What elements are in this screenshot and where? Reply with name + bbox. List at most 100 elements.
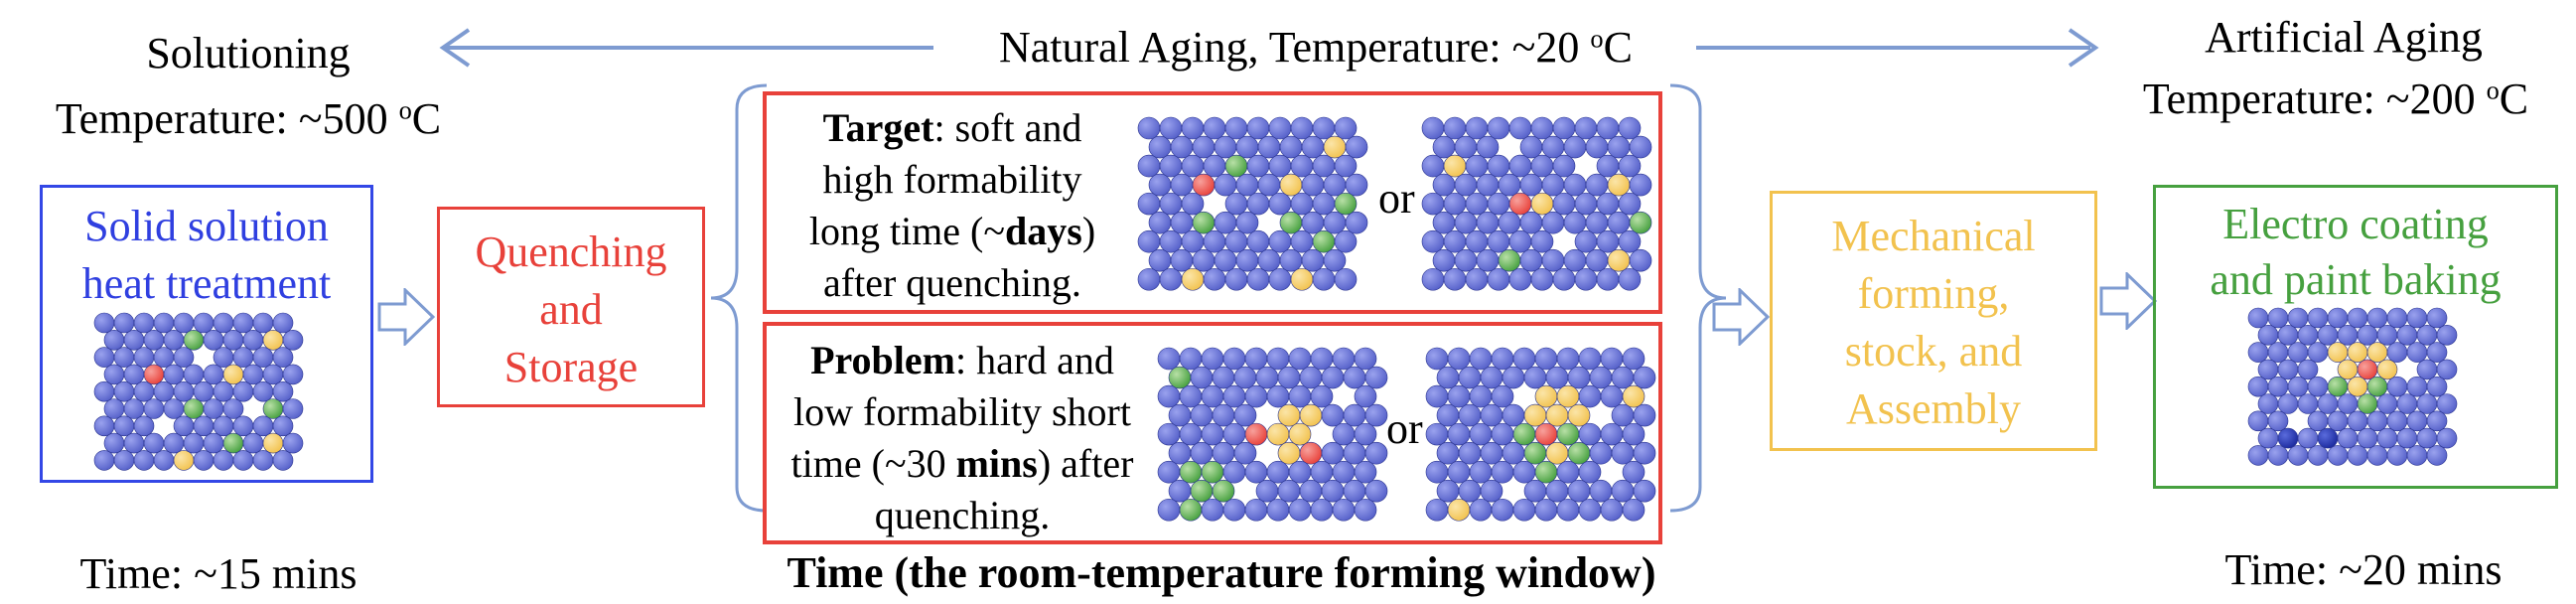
problem-line2: low formability short — [793, 389, 1131, 434]
matrix-atom — [1148, 135, 1172, 159]
lattice-problem-b — [1425, 347, 1656, 522]
matrix-atom — [1321, 366, 1345, 389]
matrix-atom — [2357, 427, 2378, 449]
matrix-atom — [1159, 154, 1183, 178]
matrix-atom — [1596, 154, 1620, 178]
solute-atom — [1179, 498, 1203, 522]
matrix-atom — [1181, 116, 1205, 140]
matrix-atom — [1556, 347, 1580, 371]
matrix-atom — [1268, 229, 1292, 253]
matrix-atom — [1458, 479, 1482, 503]
matrix-atom — [1491, 460, 1514, 484]
matrix-atom — [1574, 192, 1598, 216]
solute-atom — [1512, 422, 1536, 446]
matrix-atom — [1170, 173, 1194, 197]
matrix-atom — [1552, 116, 1576, 140]
lattice-target-b — [1421, 116, 1652, 291]
matrix-atom — [2386, 376, 2408, 397]
solute-atom — [2357, 359, 2378, 380]
matrix-atom — [163, 398, 185, 419]
matrix-atom — [163, 432, 185, 454]
solute-atom — [1190, 479, 1214, 503]
matrix-atom — [1334, 116, 1358, 140]
matrix-atom — [1508, 154, 1532, 178]
matrix-atom — [1159, 267, 1183, 291]
matrix-atom — [153, 450, 175, 471]
forming-window-caption: Time (the room-temperature forming windo… — [787, 548, 1656, 597]
matrix-atom — [1288, 460, 1312, 484]
matrix-atom — [1343, 366, 1366, 389]
matrix-atom — [1268, 116, 1292, 140]
matrix-atom — [1600, 422, 1624, 446]
matrix-atom — [1607, 135, 1631, 159]
matrix-atom — [2406, 410, 2428, 432]
matrix-atom — [113, 415, 135, 437]
matrix-atom — [1425, 347, 1449, 371]
matrix-atom — [1618, 192, 1642, 216]
matrix-atom — [1290, 154, 1314, 178]
matrix-atom — [1465, 154, 1489, 178]
solute-atom — [1224, 154, 1248, 178]
matrix-atom — [123, 432, 145, 454]
matrix-atom — [1600, 498, 1624, 522]
matrix-atom — [1170, 211, 1194, 234]
matrix-atom — [1567, 479, 1591, 503]
matrix-atom — [1585, 211, 1609, 234]
matrix-atom — [1622, 422, 1646, 446]
matrix-atom — [2436, 427, 2458, 449]
matrix-atom — [272, 347, 294, 368]
matrix-atom — [2327, 307, 2349, 329]
matrix-atom — [153, 312, 175, 334]
matrix-atom — [1622, 460, 1646, 484]
matrix-atom — [2247, 342, 2269, 363]
matrix-atom — [1233, 366, 1257, 389]
matrix-atom — [1480, 403, 1503, 427]
matrix-atom — [1512, 347, 1536, 371]
matrix-atom — [203, 364, 224, 385]
matrix-atom — [1596, 116, 1620, 140]
matrix-atom — [1600, 347, 1624, 371]
solute-atom — [1607, 173, 1631, 197]
artificial-aging-time: Time: ~20 mins — [2224, 545, 2503, 594]
matrix-atom — [1432, 248, 1456, 272]
matrix-atom — [282, 364, 304, 385]
target-line4: after quenching. — [823, 260, 1081, 305]
matrix-atom — [232, 450, 254, 471]
matrix-atom — [1578, 422, 1602, 446]
matrix-atom — [1212, 441, 1235, 465]
solute-atom — [1523, 441, 1547, 465]
matrix-atom — [1190, 403, 1214, 427]
matrix-atom — [1321, 479, 1345, 503]
matrix-atom — [1421, 229, 1445, 253]
matrix-atom — [2347, 410, 2368, 432]
matrix-atom — [1354, 384, 1377, 408]
solute-atom — [1447, 498, 1471, 522]
matrix-atom — [193, 415, 215, 437]
matrix-atom — [242, 364, 264, 385]
matrix-atom — [1458, 441, 1482, 465]
matrix-atom — [1299, 366, 1323, 389]
matrix-atom — [1192, 135, 1216, 159]
solute-atom — [2327, 342, 2349, 363]
matrix-atom — [1421, 116, 1445, 140]
matrix-atom — [1190, 366, 1214, 389]
matrix-atom — [2376, 324, 2398, 346]
matrix-atom — [1436, 403, 1460, 427]
matrix-atom — [1425, 384, 1449, 408]
problem-line4: quenching. — [874, 493, 1051, 537]
solute-atom — [1192, 211, 1216, 234]
matrix-atom — [113, 450, 135, 471]
matrix-atom — [2406, 445, 2428, 466]
matrix-atom — [1301, 211, 1325, 234]
solute-atom — [2317, 427, 2339, 449]
matrix-atom — [1157, 460, 1181, 484]
matrix-atom — [2426, 445, 2448, 466]
solutioning-temperature: Temperature: ~500 oC — [10, 91, 487, 147]
matrix-atom — [1480, 366, 1503, 389]
matrix-atom — [2347, 445, 2368, 466]
matrix-atom — [1312, 267, 1336, 291]
problem-line3-suffix: ) after — [1037, 441, 1134, 486]
matrix-atom — [1425, 460, 1449, 484]
matrix-atom — [2307, 445, 2329, 466]
matrix-atom — [2247, 445, 2269, 466]
